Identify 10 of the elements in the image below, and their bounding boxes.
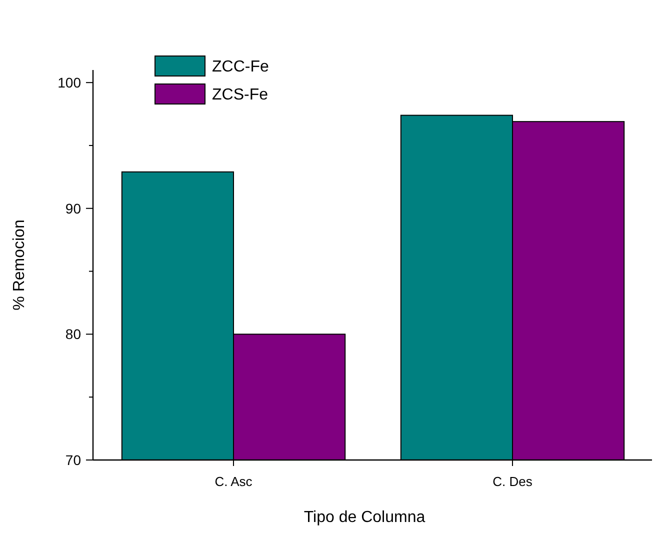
y-tick-label: 90 xyxy=(65,200,82,216)
x-tick-label: C. Asc xyxy=(214,474,253,489)
y-axis-title: % Remocion xyxy=(11,220,28,310)
x-tick-label: C. Des xyxy=(492,474,533,489)
y-tick-label: 100 xyxy=(58,74,82,90)
legend-label: ZCC-Fe xyxy=(212,58,269,76)
y-tick-label: 80 xyxy=(65,326,82,342)
y-tick-label: 70 xyxy=(65,452,82,468)
legend-label: ZCS-Fe xyxy=(212,86,268,104)
x-axis-title: Tipo de Columna xyxy=(304,509,426,526)
